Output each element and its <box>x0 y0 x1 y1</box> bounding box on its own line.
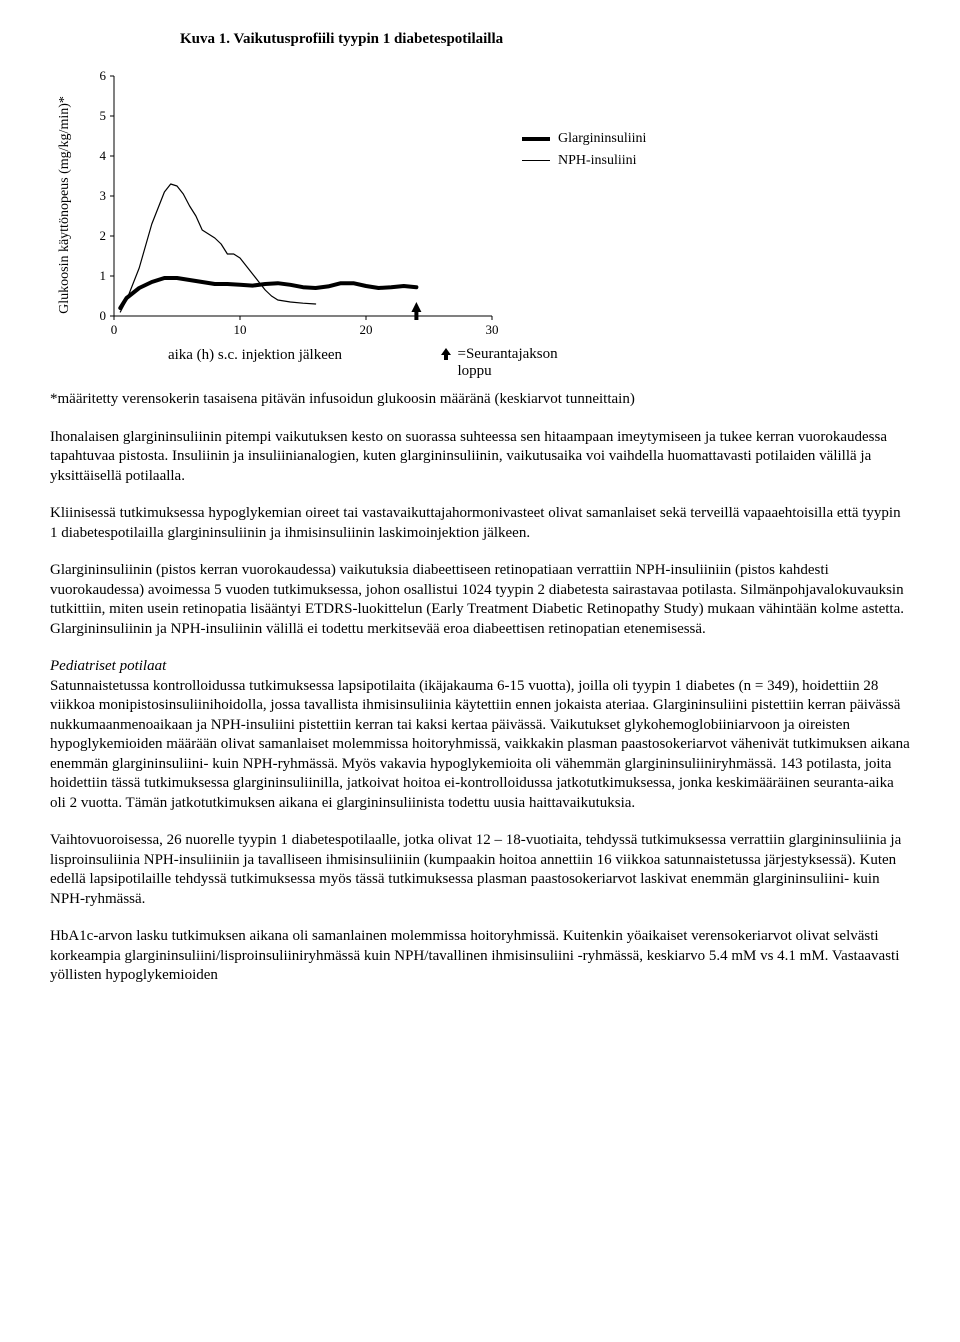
legend-item-glargin: Glargininsuliini <box>522 130 646 148</box>
y-axis-label: Glukoosin käyttönopeus (mg/kg/min)* <box>56 96 74 314</box>
svg-text:2: 2 <box>100 228 107 243</box>
svg-text:30: 30 <box>486 322 499 337</box>
y-axis-label-wrap: Glukoosin käyttönopeus (mg/kg/min)* <box>50 70 80 340</box>
svg-text:5: 5 <box>100 108 107 123</box>
svg-text:20: 20 <box>360 322 373 337</box>
body-paragraph: Kliinisessä tutkimuksessa hypoglykemian … <box>50 504 910 543</box>
svg-text:0: 0 <box>111 322 118 337</box>
chart-legend: Glargininsuliini NPH-insuliini <box>500 70 646 340</box>
body-paragraph: Glargininsuliinin (pistos kerran vuoroka… <box>50 561 910 639</box>
legend-label: NPH-insuliini <box>558 152 637 170</box>
body-paragraph: Ihonalaisen glargininsuliinin pitempi va… <box>50 428 910 487</box>
chart-container: Glukoosin käyttönopeus (mg/kg/min)* 0 1 2 3… <box>50 70 910 340</box>
x-label-row: aika (h) s.c. injektion jälkeen =Seurant… <box>50 346 910 381</box>
legend-item-nph: NPH-insuliini <box>522 152 646 170</box>
x-axis-label: aika (h) s.c. injektion jälkeen <box>90 346 420 366</box>
section-subhead: Pediatriset potilaat <box>50 657 910 677</box>
arrow-explanation: =Seurantajakson loppu <box>438 346 558 381</box>
svg-text:1: 1 <box>100 268 107 283</box>
legend-label: Glargininsuliini <box>558 130 646 148</box>
body-paragraph: HbA1c-arvon lasku tutkimuksen aikana oli… <box>50 927 910 986</box>
legend-swatch-thick <box>522 137 550 141</box>
svg-text:0: 0 <box>100 308 107 323</box>
svg-text:3: 3 <box>100 188 107 203</box>
body-paragraph: Satunnaistetussa kontrolloidussa tutkimu… <box>50 677 910 814</box>
arrow-up-icon <box>438 347 454 361</box>
body-paragraph: Vaihtovuoroisessa, 26 nuorelle tyypin 1 … <box>50 831 910 909</box>
svg-text:10: 10 <box>234 322 247 337</box>
chart-footnote: *määritetty verensokerin tasaisena pitäv… <box>50 390 910 410</box>
svg-text:6: 6 <box>100 70 107 83</box>
line-chart: 0 1 2 3 4 5 6 0 10 20 30 <box>80 70 500 340</box>
figure-title: Kuva 1. Vaikutusprofiili tyypin 1 diabet… <box>50 30 910 50</box>
svg-text:4: 4 <box>100 148 107 163</box>
arrow-note-text: =Seurantajakson loppu <box>458 346 558 381</box>
legend-swatch-thin <box>522 160 550 161</box>
